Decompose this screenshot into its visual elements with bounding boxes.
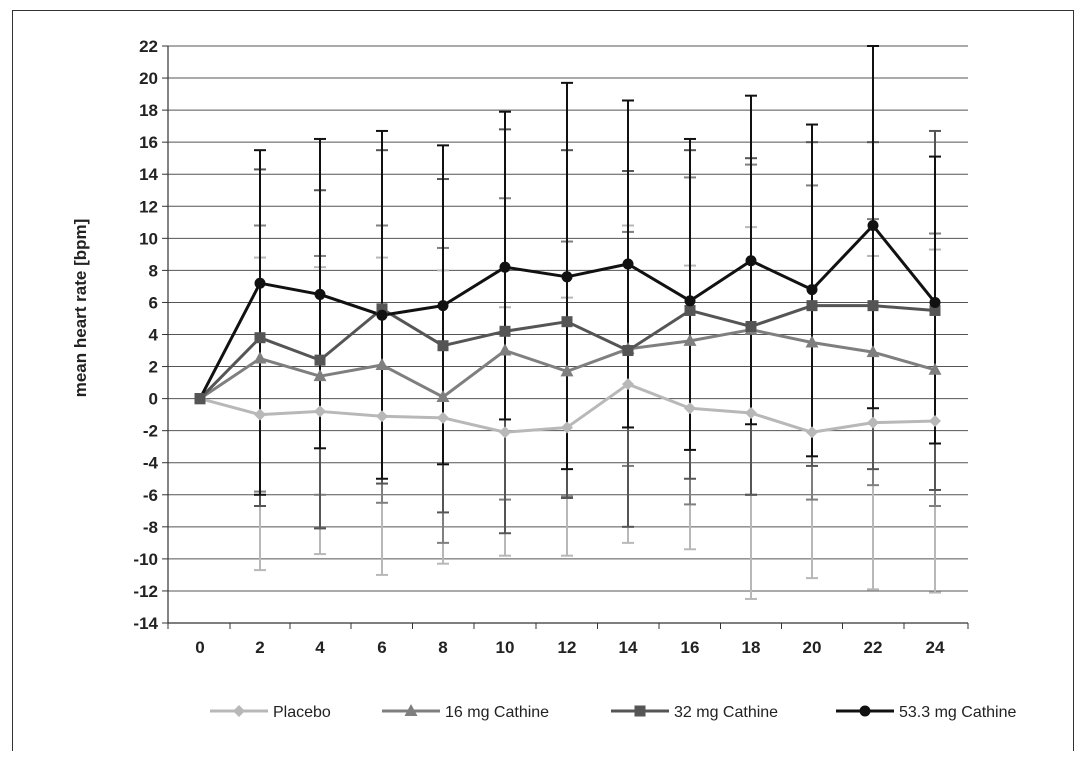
data-point	[561, 421, 573, 434]
data-point	[376, 309, 388, 321]
legend: Placebo 16 mg Cathine 32 mg Cathine 53.3 mg…	[210, 704, 1017, 721]
data-point	[254, 408, 266, 421]
x-tick-label: 12	[558, 638, 577, 657]
data-point	[684, 295, 696, 307]
data-point	[929, 304, 941, 316]
data-point	[928, 362, 942, 375]
data-point	[622, 258, 634, 270]
y-tick-label: 18	[139, 101, 158, 120]
legend-marker	[859, 705, 871, 717]
legend-marker	[634, 705, 646, 717]
legend-label: Placebo	[273, 704, 331, 721]
x-tick-label: 6	[377, 638, 386, 657]
data-point	[745, 407, 757, 420]
x-tick-label: 22	[864, 638, 883, 657]
data-point	[437, 411, 449, 424]
y-tick-label: 4	[149, 326, 159, 345]
x-tick-label: 24	[926, 638, 945, 657]
data-point	[499, 426, 511, 439]
data-point	[437, 300, 449, 312]
data-point	[313, 369, 327, 382]
data-point	[867, 300, 879, 312]
y-tick-label: 20	[139, 69, 158, 88]
y-tick-label: -2	[143, 422, 158, 441]
data-point	[436, 390, 450, 403]
data-point	[376, 410, 388, 423]
data-point	[867, 220, 879, 232]
y-tick-label: -6	[143, 486, 158, 505]
data-point	[498, 343, 512, 356]
frame-border	[12, 10, 1074, 751]
x-tick-label: 8	[438, 638, 447, 657]
data-point	[254, 332, 266, 344]
legend-marker	[404, 704, 418, 716]
data-point	[560, 364, 574, 377]
data-point	[745, 320, 757, 332]
data-point	[561, 316, 573, 328]
data-point	[499, 261, 511, 273]
legend-label: 53.3 mg Cathine	[899, 704, 1017, 721]
data-point	[437, 340, 449, 352]
data-point	[684, 402, 696, 415]
x-tick-label: 10	[496, 638, 515, 657]
data-point	[376, 303, 388, 315]
y-tick-label: 2	[149, 358, 158, 377]
x-tick-label: 14	[619, 638, 638, 657]
y-tick-label: -10	[133, 550, 158, 569]
data-point	[561, 271, 573, 283]
x-tick-label: 20	[803, 638, 822, 657]
data-point	[684, 304, 696, 316]
legend-marker	[233, 705, 245, 717]
x-tick-label: 16	[681, 638, 700, 657]
y-tick-label: 12	[139, 197, 158, 216]
data-point	[314, 354, 326, 366]
y-tick-label: 10	[139, 229, 158, 248]
x-tick-label: 4	[315, 638, 325, 657]
data-point	[866, 345, 880, 358]
x-tick-label: 2	[255, 638, 264, 657]
axes	[162, 45, 969, 629]
data-point	[929, 296, 941, 308]
data-point	[683, 333, 697, 346]
y-tick-label: 8	[149, 261, 158, 280]
data-point	[622, 378, 634, 391]
data-point	[499, 325, 511, 337]
data-point	[806, 300, 818, 312]
x-tick-labels: 0 2 4 6 8 10 12 14 16 18 20 22 24	[195, 638, 945, 657]
y-tick-label: 16	[139, 133, 158, 152]
data-point	[375, 357, 389, 370]
data-point	[253, 351, 267, 364]
data-point	[314, 405, 326, 418]
data-point	[314, 288, 326, 300]
data-point	[622, 345, 634, 357]
data-point	[867, 416, 879, 429]
data-point	[929, 415, 941, 428]
data-point	[805, 335, 819, 348]
data-point	[806, 284, 818, 296]
origin-point	[194, 393, 206, 405]
legend-label: 16 mg Cathine	[445, 704, 549, 721]
y-tick-label: -4	[143, 454, 159, 473]
y-tick-label: 6	[149, 293, 158, 312]
y-tick-label: -12	[133, 582, 158, 601]
y-tick-label: -14	[133, 614, 158, 633]
data-point	[806, 426, 818, 439]
y-tick-label: 22	[139, 37, 158, 56]
y-tick-label: 0	[149, 390, 158, 409]
x-tick-label: 18	[742, 638, 761, 657]
series-markers	[194, 220, 942, 439]
y-tick-label: 14	[139, 165, 158, 184]
legend-label: 32 mg Cathine	[674, 704, 778, 721]
x-tick-label: 0	[195, 638, 204, 657]
error-bars	[254, 45, 941, 600]
data-point	[254, 277, 266, 289]
data-point	[745, 255, 757, 267]
y-axis-label: mean heart rate [bpm]	[71, 219, 90, 398]
y-tick-label: -8	[143, 518, 158, 537]
